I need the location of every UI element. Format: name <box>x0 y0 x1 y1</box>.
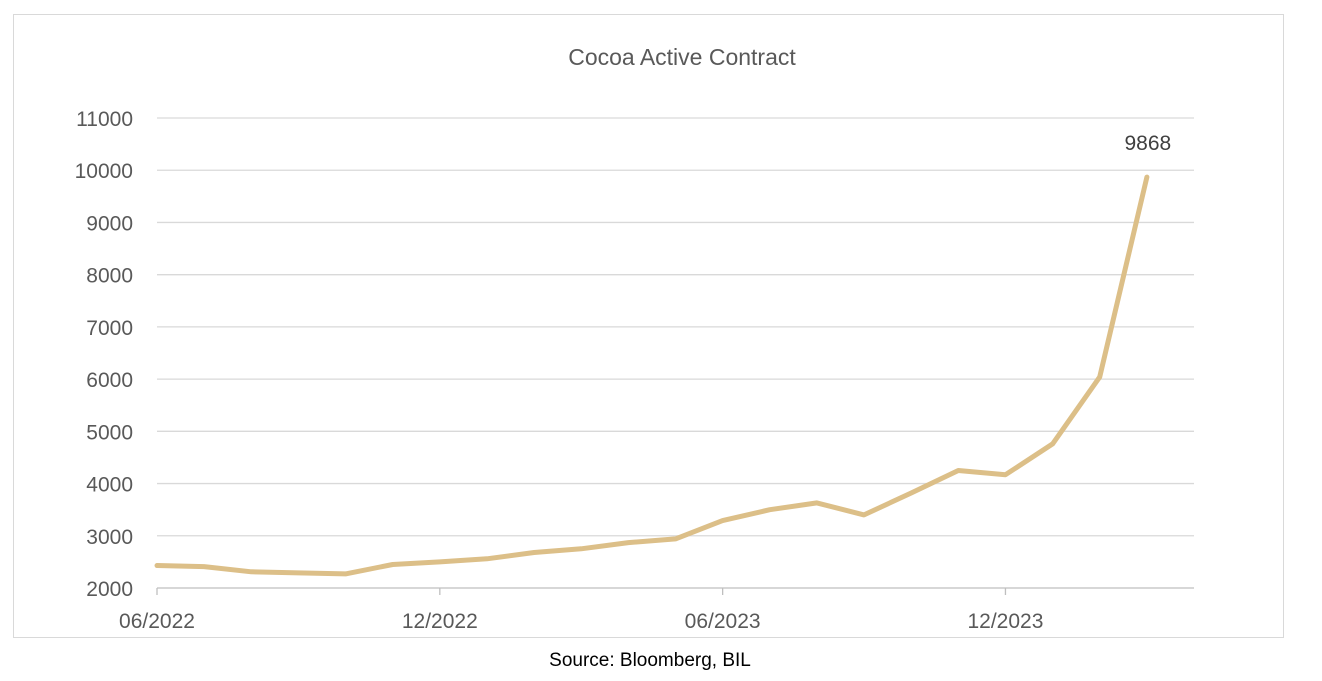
x-tick-label: 06/2023 <box>685 610 761 633</box>
x-tick-label: 06/2022 <box>119 610 195 633</box>
series-line <box>154 174 1150 577</box>
y-tick-label: 6000 <box>86 369 133 392</box>
y-tick-label: 3000 <box>86 526 133 549</box>
y-tick-label: 11000 <box>76 108 133 131</box>
chart-title: Cocoa Active Contract <box>568 44 796 70</box>
y-tick-label: 8000 <box>86 265 133 288</box>
source-note: Source: Bloomberg, BIL <box>549 650 751 671</box>
y-tick-label: 2000 <box>86 578 133 601</box>
x-tick-label: 12/2023 <box>967 610 1043 633</box>
y-tick-label: 5000 <box>86 421 133 444</box>
y-tick-label: 4000 <box>86 474 133 497</box>
y-tick-label: 7000 <box>86 317 133 340</box>
data-label: 9868 <box>1125 132 1172 155</box>
x-tick-label: 12/2022 <box>402 610 478 633</box>
y-tick-label: 9000 <box>86 212 133 235</box>
y-tick-label: 10000 <box>75 160 133 183</box>
